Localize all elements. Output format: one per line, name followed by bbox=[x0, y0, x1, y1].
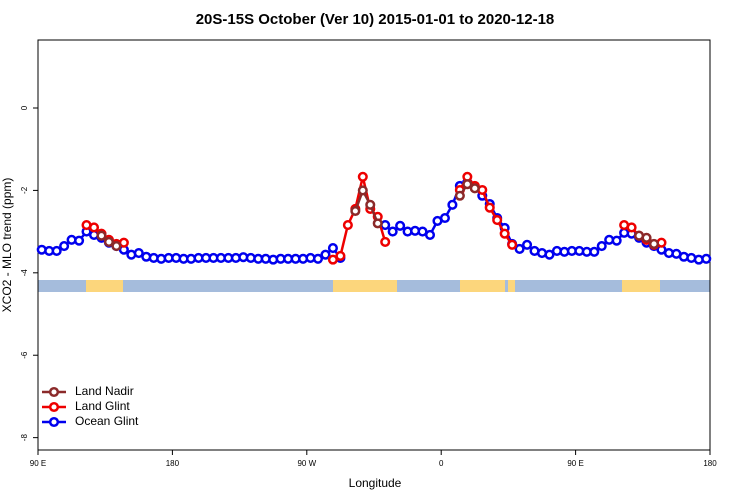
marker bbox=[596, 240, 607, 252]
marker bbox=[312, 253, 324, 264]
marker bbox=[641, 232, 652, 243]
y-tick-label: 0 bbox=[20, 105, 29, 110]
marker bbox=[327, 254, 338, 265]
marker bbox=[544, 249, 555, 260]
marker bbox=[492, 215, 503, 226]
marker bbox=[507, 239, 518, 250]
marker bbox=[357, 185, 368, 196]
marker bbox=[357, 171, 368, 182]
marker bbox=[365, 199, 376, 210]
legend-marker bbox=[48, 401, 60, 413]
x-axis-label: Longitude bbox=[349, 476, 402, 490]
marker bbox=[133, 247, 144, 259]
marker bbox=[462, 179, 473, 190]
marker bbox=[335, 250, 346, 261]
marker bbox=[59, 240, 70, 252]
marker bbox=[395, 220, 406, 231]
marker bbox=[514, 243, 525, 254]
marker bbox=[626, 222, 637, 233]
marker bbox=[74, 235, 85, 246]
land-band bbox=[622, 280, 660, 292]
marker bbox=[320, 249, 331, 260]
chart-title: 20S-15S October (Ver 10) 2015-01-01 to 2… bbox=[196, 11, 555, 28]
marker bbox=[648, 238, 660, 250]
marker bbox=[484, 202, 495, 213]
marker bbox=[522, 239, 533, 250]
marker bbox=[111, 240, 122, 252]
marker bbox=[342, 219, 353, 231]
y-tick-label: -4 bbox=[20, 269, 29, 277]
y-tick-label: -8 bbox=[20, 434, 29, 442]
x-tick-label: 180 bbox=[703, 459, 717, 468]
land-band bbox=[333, 280, 397, 292]
marker bbox=[499, 228, 510, 239]
y-tick-label: -6 bbox=[20, 351, 29, 359]
y-axis-label: XCO2 - MLO trend (ppm) bbox=[0, 178, 14, 313]
marker bbox=[424, 229, 436, 240]
land-band bbox=[86, 280, 123, 292]
y-tick-label: -2 bbox=[20, 186, 29, 194]
legend-marker bbox=[48, 386, 60, 398]
legend-label: Ocean Glint bbox=[75, 414, 139, 428]
land-mask bbox=[38, 280, 710, 292]
legend-label: Land Glint bbox=[75, 399, 130, 413]
marker bbox=[103, 236, 114, 247]
x-tick-label: 90 E bbox=[30, 459, 46, 468]
x-tick-label: 90 E bbox=[567, 459, 583, 468]
marker bbox=[372, 218, 383, 229]
marker bbox=[327, 243, 338, 254]
marker bbox=[51, 245, 62, 257]
legend-label: Land Nadir bbox=[75, 384, 134, 398]
marker bbox=[701, 253, 712, 264]
marker bbox=[611, 235, 622, 246]
x-tick-label: 90 W bbox=[297, 459, 316, 468]
x-tick-label: 0 bbox=[439, 459, 444, 468]
marker bbox=[96, 230, 107, 241]
marker bbox=[387, 226, 398, 237]
land-band bbox=[508, 280, 515, 292]
marker bbox=[350, 205, 361, 217]
marker bbox=[88, 222, 100, 233]
land-band bbox=[460, 280, 505, 292]
legend-marker bbox=[48, 416, 60, 428]
marker bbox=[454, 190, 465, 201]
marker bbox=[439, 212, 450, 224]
marker bbox=[447, 199, 458, 210]
marker bbox=[469, 183, 480, 194]
marker bbox=[589, 246, 600, 257]
x-tick-label: 180 bbox=[166, 459, 180, 468]
plot-frame bbox=[37, 39, 711, 451]
marker bbox=[380, 236, 391, 247]
